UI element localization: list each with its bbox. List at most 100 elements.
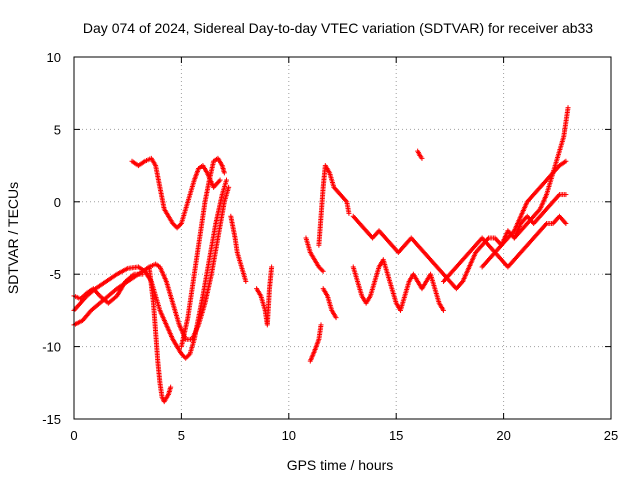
data-point [318,323,324,329]
data-point [113,287,119,293]
data-point [238,262,244,268]
data-point [169,335,175,341]
data-point [343,198,349,204]
data-point [78,318,84,324]
data-point [414,277,420,283]
data-point [223,179,229,185]
data-point [221,168,227,174]
data-point [176,320,182,326]
data-point [169,299,175,305]
data-point [440,306,446,312]
data-point [330,183,336,189]
data-point [156,306,162,312]
data-marks [71,105,571,405]
data-point [548,221,554,227]
data-point [517,215,523,221]
data-point [172,223,178,229]
data-point [138,271,144,277]
data-point [510,229,516,235]
y-tick-label: -15 [42,412,61,427]
data-point [543,193,549,199]
data-point [123,266,129,272]
data-point [422,280,428,286]
data-point [319,267,325,273]
data-point [555,193,561,199]
data-point [371,280,377,286]
data-point [96,292,102,298]
x-tick-label: 20 [496,428,510,443]
data-point [141,159,147,165]
data-point [562,159,568,165]
data-point [332,313,338,319]
data-point [388,284,394,290]
data-point [152,291,158,297]
data-point [187,193,193,199]
data-point [161,204,167,210]
data-point [376,266,382,272]
data-point [542,222,548,228]
data-point [87,309,93,315]
data-point [307,248,313,254]
data-point [185,353,191,359]
data-point [113,272,119,278]
y-tick-labels: -15 -10 -5 0 5 10 [42,50,61,427]
data-point [311,349,317,355]
data-point [524,200,530,206]
data-point [315,263,321,269]
data-point [102,279,108,285]
data-point [182,208,188,214]
x-tick-label: 0 [70,428,77,443]
plot-frame [73,56,612,420]
y-axis-label: SDTVAR / TECUs [5,182,21,294]
data-point [560,135,566,141]
data-point [185,316,191,322]
data-point [177,222,183,228]
data-point [157,183,163,189]
data-point [215,237,221,243]
data-point [318,266,324,272]
data-point [165,393,171,399]
y-tick-label: -5 [49,267,61,282]
data-point [147,156,153,162]
data-point [191,179,197,185]
chart-title: Day 074 of 2024, Sidereal Day-to-day VTE… [83,20,593,36]
data-point [536,207,542,213]
data-point [83,291,89,297]
data-point [167,386,173,392]
axis-ticks [73,56,612,420]
data-point [315,338,321,344]
data-point [195,323,201,329]
data-point [472,251,478,257]
data-point [416,151,422,157]
data-point [202,200,208,206]
data-point [490,235,496,241]
data-point [565,106,571,112]
data-point [466,265,472,271]
data-point [354,277,360,283]
y-tick-label: -10 [42,340,61,355]
data-point [232,233,238,239]
data-point [181,353,187,359]
data-point [221,200,227,206]
data-point [163,320,169,326]
y-tick-label: 10 [47,50,61,65]
data-point [159,393,165,399]
data-point [202,302,208,308]
data-point [225,186,231,192]
data-point [561,192,567,198]
data-point [206,179,212,185]
data-point [176,223,182,229]
data-point [328,306,334,312]
x-tick-label: 10 [282,428,296,443]
x-tick-label: 25 [604,428,618,443]
x-tick-labels: 0 5 10 15 20 25 [70,428,618,443]
data-point [418,154,424,160]
data-point [367,294,373,300]
data-point [163,277,169,283]
y-tick-label: 0 [54,195,61,210]
data-point [134,264,140,270]
data-point [436,299,442,305]
data-point [401,295,407,301]
y-tick-label: 5 [54,122,61,137]
